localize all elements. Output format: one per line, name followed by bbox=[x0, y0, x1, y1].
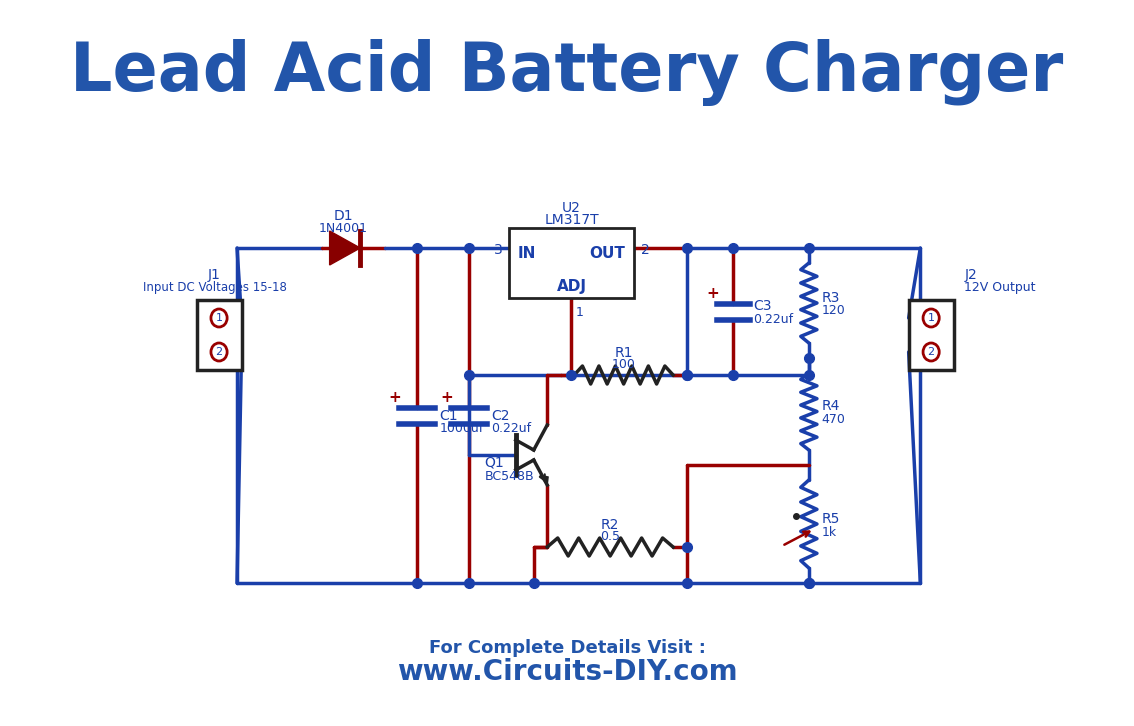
Text: 120: 120 bbox=[821, 304, 845, 317]
Text: 100: 100 bbox=[611, 359, 635, 372]
Text: U2: U2 bbox=[562, 201, 581, 215]
Text: 3: 3 bbox=[493, 243, 502, 257]
Text: 1k: 1k bbox=[821, 526, 837, 539]
Text: 0.22uf: 0.22uf bbox=[753, 313, 794, 326]
Bar bbox=[908, 300, 954, 370]
Text: 1N4001: 1N4001 bbox=[319, 221, 367, 234]
Text: 1: 1 bbox=[576, 306, 584, 319]
Text: www.Circuits-DIY.com: www.Circuits-DIY.com bbox=[397, 658, 737, 686]
Polygon shape bbox=[540, 475, 548, 485]
Text: R4: R4 bbox=[821, 399, 840, 414]
Circle shape bbox=[923, 309, 939, 327]
Text: IN: IN bbox=[517, 245, 536, 261]
Text: R1: R1 bbox=[615, 346, 633, 360]
Bar bbox=[508, 228, 634, 298]
Text: 1: 1 bbox=[928, 313, 934, 323]
Text: +: + bbox=[440, 391, 452, 406]
Text: C2: C2 bbox=[491, 409, 510, 423]
Text: Input DC Voltages 15-18: Input DC Voltages 15-18 bbox=[143, 280, 287, 293]
Text: 2: 2 bbox=[928, 347, 934, 357]
Text: J2: J2 bbox=[964, 268, 978, 282]
Text: 1000uf: 1000uf bbox=[439, 422, 483, 435]
Text: BC548B: BC548B bbox=[484, 470, 534, 484]
Text: C1: C1 bbox=[439, 409, 458, 423]
Circle shape bbox=[923, 343, 939, 361]
Text: Lead Acid Battery Charger: Lead Acid Battery Charger bbox=[70, 38, 1064, 105]
Text: Q1: Q1 bbox=[484, 456, 503, 470]
Text: J1: J1 bbox=[209, 268, 221, 282]
Polygon shape bbox=[330, 231, 361, 265]
Text: 2: 2 bbox=[215, 347, 222, 357]
Text: C3: C3 bbox=[753, 300, 771, 314]
Text: ADJ: ADJ bbox=[557, 279, 586, 293]
Text: 470: 470 bbox=[821, 413, 845, 426]
Text: D1: D1 bbox=[333, 209, 353, 223]
Text: R3: R3 bbox=[821, 291, 840, 305]
Bar bbox=[196, 300, 242, 370]
Text: 2: 2 bbox=[641, 243, 650, 257]
Circle shape bbox=[211, 343, 227, 361]
Text: +: + bbox=[706, 287, 719, 301]
Text: R2: R2 bbox=[601, 518, 619, 532]
Text: OUT: OUT bbox=[590, 245, 626, 261]
Text: +: + bbox=[388, 391, 400, 406]
Text: 0.5: 0.5 bbox=[600, 531, 620, 544]
Text: For Complete Details Visit :: For Complete Details Visit : bbox=[429, 639, 705, 657]
Text: 12V Output: 12V Output bbox=[964, 280, 1036, 293]
Text: LM317T: LM317T bbox=[544, 213, 599, 227]
Text: 0.22uf: 0.22uf bbox=[491, 422, 532, 435]
Text: 1: 1 bbox=[215, 313, 222, 323]
Circle shape bbox=[211, 309, 227, 327]
Text: R5: R5 bbox=[821, 512, 840, 526]
